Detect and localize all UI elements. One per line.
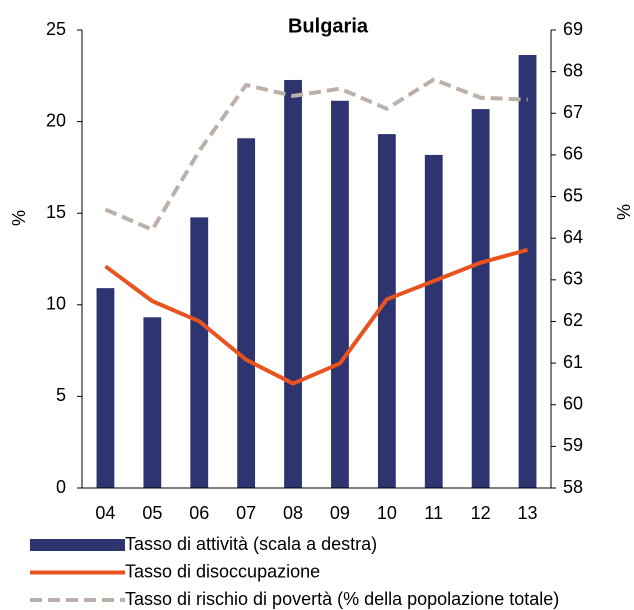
y-tick-label: 0 (56, 477, 66, 497)
y-axis-label: % (9, 210, 29, 226)
x-tick-label: 04 (95, 503, 115, 523)
x-tick-label: 08 (283, 503, 303, 523)
y2-axis-label: % (614, 204, 634, 220)
bar (237, 138, 256, 488)
line (104, 247, 529, 386)
x-tick-label: 12 (471, 503, 491, 523)
bar (96, 288, 115, 488)
y-tick-label: 15 (46, 202, 66, 222)
chart-title: Bulgaria (288, 15, 369, 37)
legend-label: Tasso di disoccupazione (125, 561, 320, 581)
y2-tick-label: 62 (563, 310, 583, 330)
y-tick-label: 25 (46, 19, 66, 39)
legend-label: Tasso di rischio di povertà (% della pop… (125, 589, 559, 609)
y2-tick-label: 64 (563, 227, 583, 247)
bar (424, 154, 443, 488)
bar (471, 109, 490, 488)
bar (284, 79, 302, 489)
bar (377, 134, 396, 488)
y2-tick-label: 65 (563, 185, 583, 205)
legend-label: Tasso di attività (scala a destra) (125, 534, 377, 554)
y2-tick-label: 67 (563, 102, 583, 122)
y2-tick-label: 61 (563, 352, 583, 372)
bar (331, 100, 349, 489)
x-tick-label: 07 (236, 503, 256, 523)
bar (190, 217, 209, 488)
x-tick-label: 11 (424, 503, 443, 523)
bar (143, 317, 162, 488)
y2-tick-label: 66 (563, 144, 583, 164)
y-tick-label: 5 (56, 385, 66, 405)
y2-tick-label: 58 (563, 477, 583, 497)
y2-tick-label: 60 (563, 393, 583, 413)
x-tick-label: 09 (330, 503, 350, 523)
x-tick-label: 05 (142, 503, 162, 523)
legend-swatch (30, 539, 125, 551)
x-tick-label: 10 (377, 503, 397, 523)
line (104, 77, 528, 232)
bar (518, 54, 537, 489)
y2-tick-label: 59 (563, 435, 583, 455)
y2-tick-label: 69 (563, 19, 583, 39)
y2-tick-label: 68 (563, 60, 583, 80)
y-tick-label: 10 (46, 294, 66, 314)
y2-tick-label: 63 (563, 269, 583, 289)
x-tick-label: 13 (518, 503, 538, 523)
x-tick-label: 06 (189, 503, 209, 523)
y-tick-label: 20 (46, 110, 66, 130)
